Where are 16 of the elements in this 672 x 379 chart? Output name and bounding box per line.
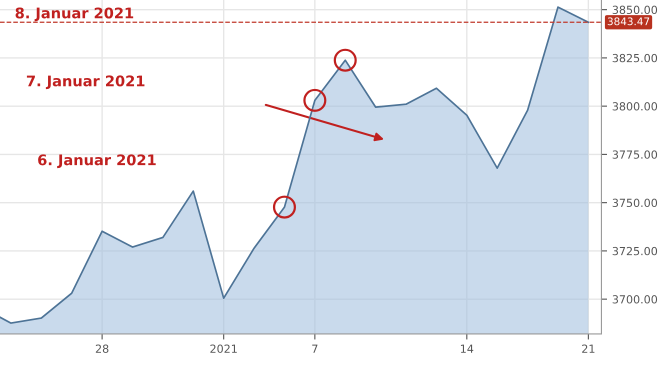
y-tick-label: 3850.00: [612, 6, 658, 14]
y-tick-label: 3800.00: [612, 102, 658, 111]
x-tick-label: 2021: [210, 344, 237, 353]
annotation: 6. Januar 2021: [38, 154, 156, 168]
y-tick-label: 3825.00: [612, 54, 658, 62]
y-tick-label: 3775.00: [612, 150, 658, 159]
annotation: 7. Januar 2021: [26, 75, 144, 90]
y-tick-label: 3750.00: [612, 198, 658, 208]
y-tick-label: 3725.00: [612, 246, 658, 256]
x-tick-label: 7: [312, 344, 318, 353]
ref-line-label: 3843.47: [608, 17, 650, 26]
annotation: 8. Januar 2021: [16, 7, 134, 22]
x-tick-label: 14: [460, 344, 474, 353]
y-tick-label: 3700.00: [612, 295, 658, 304]
x-tick-label: 28: [96, 344, 108, 353]
x-tick-label: 21: [582, 344, 594, 353]
